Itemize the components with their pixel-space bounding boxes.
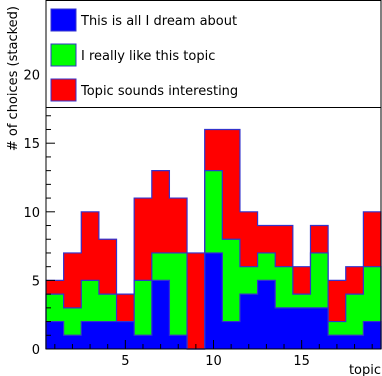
bar-series2-bin15: [292, 266, 311, 295]
y-tick-label: 10: [23, 206, 40, 221]
bar-series2-bin8: [169, 198, 188, 253]
y-tick-label: 15: [23, 137, 40, 152]
bar-series2-bin7: [151, 170, 170, 253]
bar-series2-bin16: [310, 225, 329, 253]
bar-series0-bin15: [292, 307, 311, 349]
bar-series1-bin16: [310, 252, 329, 308]
bar-series0-bin11: [222, 321, 240, 349]
bar-series0-bin12: [239, 294, 258, 349]
bar-series0-bin17: [328, 335, 346, 349]
bar-series2-bin19: [363, 211, 381, 267]
bar-series1-bin14: [275, 266, 293, 308]
legend-label-series0: This is all I dream about: [80, 14, 237, 29]
stack-outline-layer: [45, 128, 382, 350]
legend-swatch-series2: [50, 78, 77, 102]
bar-series0-bin3: [81, 321, 99, 349]
bar-series0-bin1: [46, 321, 64, 349]
x-tick-label: 15: [293, 354, 310, 369]
bars-layer: [46, 129, 381, 349]
bar-series1-bin4: [98, 294, 117, 322]
bar-series1-bin3: [81, 280, 99, 322]
bar-series1-bin2: [63, 307, 82, 336]
bar-series1-bin8: [169, 252, 188, 336]
y-tick-label: 0: [32, 343, 40, 358]
stack-outline-series2: [45, 128, 382, 349]
bar-series0-bin16: [310, 307, 329, 349]
legend-box: [45, 0, 382, 108]
bar-series2-bin18: [345, 266, 364, 295]
bar-series1-bin11: [222, 239, 240, 322]
bar-series2-bin5: [116, 294, 135, 322]
bar-series1-bin15: [292, 294, 311, 308]
bar-series2-bin10: [204, 129, 223, 171]
bar-series0-bin6: [134, 335, 152, 349]
legend-swatch-series1: [50, 43, 77, 67]
bar-series0-bin4: [98, 321, 117, 349]
bar-series1-bin12: [239, 266, 258, 295]
legend: This is all I dream about I really like t…: [45, 0, 382, 108]
bar-series2-bin14: [275, 225, 293, 267]
bar-series0-bin13: [257, 280, 276, 349]
bar-series2-bin3: [81, 211, 99, 281]
bar-series2-bin11: [222, 129, 240, 240]
bar-series1-bin18: [345, 294, 364, 336]
bar-series0-bin2: [63, 335, 82, 349]
bar-series2-bin12: [239, 211, 258, 267]
bar-series2-bin1: [46, 280, 64, 295]
bar-series2-bin13: [257, 225, 276, 253]
bar-series2-bin4: [98, 239, 117, 295]
y-tick-label: 20: [23, 69, 40, 84]
bar-series2-bin2: [63, 252, 82, 308]
legend-label-series1: I really like this topic: [81, 49, 215, 64]
legend-label-series2: Topic sounds interesting: [80, 84, 238, 99]
bar-series0-bin18: [345, 335, 364, 349]
bar-series0-bin5: [116, 321, 135, 349]
y-axis-title: # of choices (stacked): [6, 6, 21, 151]
bar-series2-bin6: [134, 198, 152, 281]
legend-swatch-series0: [50, 8, 77, 32]
bar-series0-bin19: [363, 321, 381, 349]
bar-series0-bin14: [275, 307, 293, 349]
bar-series2-bin9: [187, 252, 205, 349]
x-tick-label: 5: [121, 354, 129, 369]
y-tick-label: 5: [32, 274, 40, 289]
bar-series0-bin10: [204, 252, 223, 349]
bar-series1-bin7: [151, 252, 170, 281]
bar-series2-bin17: [328, 280, 346, 322]
bar-series1-bin10: [204, 170, 223, 253]
bar-series0-bin8: [169, 335, 188, 349]
bar-series0-bin7: [151, 280, 170, 349]
stack-outline-series1: [45, 170, 382, 350]
x-tick-label: 10: [205, 354, 222, 369]
bar-series1-bin17: [328, 321, 346, 336]
x-axis-title: topic: [349, 363, 381, 376]
bar-series1-bin1: [46, 294, 64, 322]
bar-series1-bin19: [363, 266, 381, 322]
bar-series1-bin6: [134, 280, 152, 336]
bar-series1-bin13: [257, 252, 276, 281]
